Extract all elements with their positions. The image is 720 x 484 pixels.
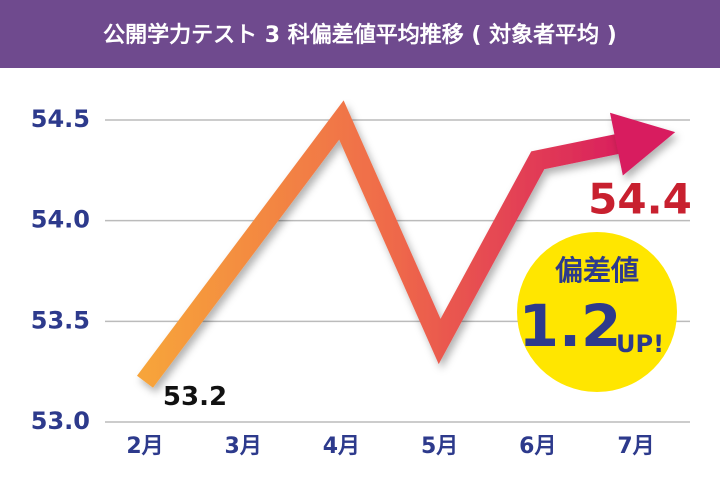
x-tick-label: 2月 — [126, 434, 163, 459]
badge-suffix: UP! — [616, 330, 664, 358]
badge-label: 偏差値 — [555, 254, 639, 287]
arrow-head — [609, 112, 676, 176]
x-tick-label: 5月 — [421, 434, 458, 459]
title-bar — [0, 0, 720, 68]
y-tick-label: 54.0 — [31, 206, 90, 234]
y-tick-label: 54.5 — [31, 105, 90, 133]
x-tick-label: 7月 — [617, 434, 654, 459]
chart-title: 公開学力テスト 3 科偏差値平均推移 ( 対象者平均 ) — [103, 22, 617, 48]
badge — [517, 232, 677, 392]
data-label: 54.4 — [588, 175, 692, 224]
badge-value: 1.2 — [519, 292, 622, 360]
x-tick-label: 3月 — [225, 434, 262, 459]
x-tick-label: 4月 — [323, 434, 360, 459]
data-label: 53.2 — [163, 382, 227, 412]
y-tick-label: 53.0 — [31, 407, 90, 435]
x-tick-label: 6月 — [519, 434, 556, 459]
y-tick-label: 53.5 — [31, 306, 90, 334]
